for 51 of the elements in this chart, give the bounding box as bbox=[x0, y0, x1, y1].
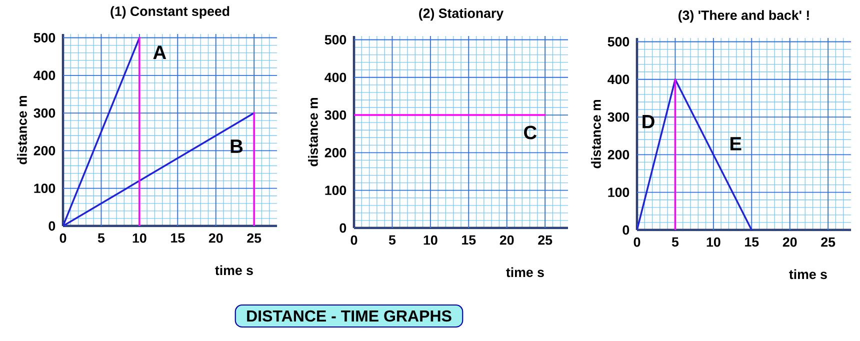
x-tick-label: 25 bbox=[538, 235, 552, 245]
x-tick-label: 5 bbox=[388, 235, 396, 245]
y-tick-label: 200 bbox=[324, 148, 346, 158]
chart-title: (3) 'There and back' ! bbox=[678, 10, 809, 23]
x-tick-label: 0 bbox=[634, 237, 640, 247]
y-tick-label: 0 bbox=[340, 223, 346, 233]
x-tick-label: 15 bbox=[745, 237, 759, 247]
x-tick-label: 10 bbox=[706, 237, 720, 247]
x-tick-label: 20 bbox=[782, 237, 797, 247]
x-axis-title: time s bbox=[789, 269, 827, 280]
y-tick-label: 500 bbox=[324, 35, 346, 44]
x-tick-label: 5 bbox=[672, 237, 679, 247]
chart-title: (1) Constant speed bbox=[110, 6, 230, 19]
y-axis-title: distance m bbox=[591, 100, 601, 168]
text: DISTANCE - TIME GRAPHS bbox=[247, 310, 452, 322]
series-label: A bbox=[153, 46, 166, 59]
y-tick-label: 500 bbox=[34, 33, 56, 42]
y-tick-label: 0 bbox=[48, 221, 56, 231]
x-tick-label: 10 bbox=[424, 235, 438, 245]
y-tick-label: 500 bbox=[608, 37, 630, 46]
y-tick-label: 200 bbox=[608, 150, 630, 160]
y-tick-label: 200 bbox=[34, 146, 56, 156]
x-tick-label: 10 bbox=[132, 233, 146, 243]
y-axis-title: distance m bbox=[308, 98, 318, 166]
y-axis-title: distance m bbox=[17, 96, 27, 164]
x-tick-label: 20 bbox=[208, 233, 223, 243]
x-tick-label: 25 bbox=[821, 237, 836, 247]
x-tick-label: 0 bbox=[350, 235, 358, 245]
y-tick-label: 300 bbox=[608, 112, 630, 122]
y-tick-label: 400 bbox=[34, 70, 56, 80]
x-tick-label: 15 bbox=[171, 233, 185, 243]
x-tick-label: 20 bbox=[500, 235, 514, 245]
y-tick-label: 100 bbox=[34, 184, 56, 194]
y-tick-label: 400 bbox=[608, 74, 630, 84]
y-tick-label: 300 bbox=[34, 108, 56, 118]
x-tick-label: 5 bbox=[98, 233, 105, 243]
y-tick-label: 100 bbox=[608, 188, 630, 198]
y-tick-label: 400 bbox=[324, 72, 346, 82]
y-tick-label: 300 bbox=[324, 110, 346, 120]
series-label: B bbox=[230, 140, 243, 153]
x-axis-title: time s bbox=[506, 267, 544, 278]
y-tick-label: 100 bbox=[325, 186, 346, 196]
x-tick-label: 15 bbox=[462, 235, 476, 245]
x-axis-title: time s bbox=[215, 265, 253, 276]
series-label: D bbox=[642, 114, 654, 128]
series-label: C bbox=[524, 126, 537, 140]
series-label: E bbox=[730, 137, 742, 150]
x-tick-label: 25 bbox=[247, 233, 262, 243]
y-tick-label: 0 bbox=[622, 225, 630, 235]
chart-title: (2) Stationary bbox=[419, 8, 504, 21]
x-tick-label: 0 bbox=[60, 233, 66, 243]
